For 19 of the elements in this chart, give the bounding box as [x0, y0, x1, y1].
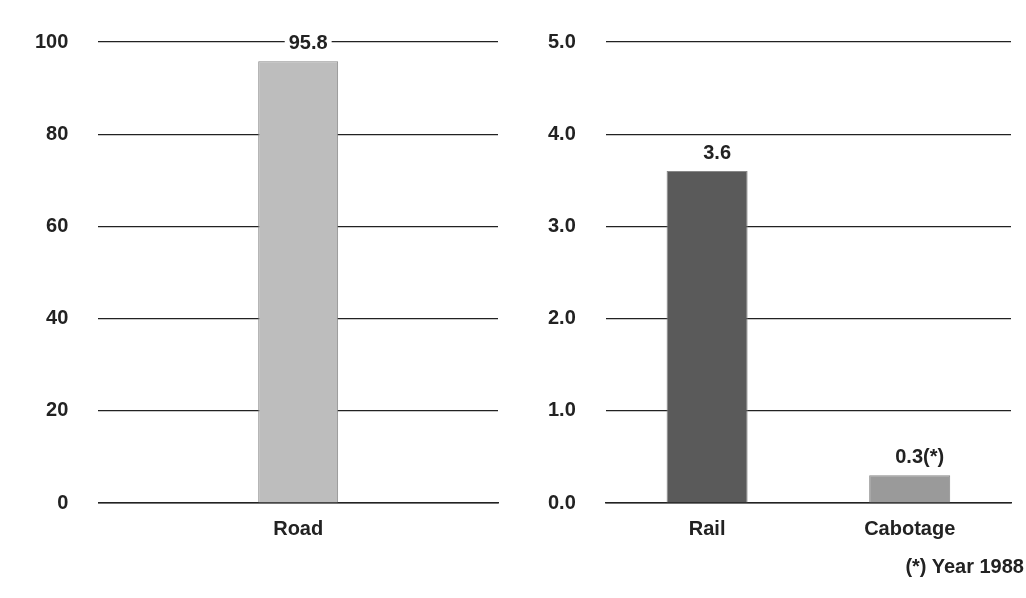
data-label: 0.3(*): [895, 444, 945, 467]
y-tick-label: 0.0: [547, 490, 576, 513]
y-tick-label: 40: [46, 306, 69, 329]
data-label: 95.8: [288, 30, 328, 53]
y-tick-label: 4.0: [547, 121, 576, 144]
y-tick-label: 100: [34, 29, 69, 52]
x-tick-label: Rail: [688, 516, 726, 539]
y-tick-label: 0: [57, 490, 69, 513]
y-tick-label: 3.0: [547, 213, 576, 236]
x-tick-label: Road: [273, 516, 324, 539]
y-tick-label: 1.0: [547, 398, 576, 421]
y-tick-label: 80: [46, 121, 69, 144]
data-label: 3.6: [703, 140, 732, 163]
text: (*) Year 1988: [904, 555, 1025, 578]
y-tick-label: 5.0: [547, 29, 576, 52]
y-tick-label: 60: [46, 213, 69, 236]
x-tick-label: Cabotage: [864, 516, 956, 539]
y-tick-label: 20: [46, 398, 69, 421]
y-tick-label: 2.0: [547, 306, 576, 329]
